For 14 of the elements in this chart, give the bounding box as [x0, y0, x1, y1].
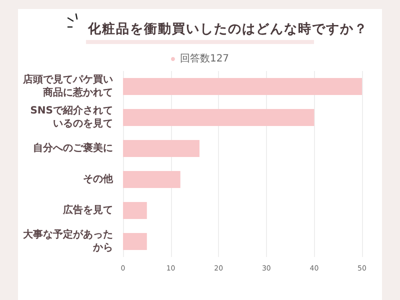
bar — [123, 170, 180, 188]
y-tick-label: SNSで紹介されているのを見て — [30, 104, 113, 130]
y-tick-label: 自分へのご褒美に — [33, 142, 113, 154]
chart-title: 化粧品を衝動買いしたのはどんな時ですか？ — [88, 20, 368, 38]
bar — [123, 232, 147, 250]
y-tick-label: 大事な予定があったから — [22, 228, 113, 254]
bar — [123, 140, 200, 158]
y-tick-label: 店頭で見てパケ買い商品に惹かれて — [22, 74, 113, 98]
bar — [123, 78, 362, 96]
y-tick-label: その他 — [83, 173, 114, 185]
legend-label: 回答数127 — [180, 52, 230, 64]
y-tick-label: 広告を見て — [62, 204, 113, 216]
bar — [123, 108, 314, 126]
bar — [123, 202, 147, 220]
